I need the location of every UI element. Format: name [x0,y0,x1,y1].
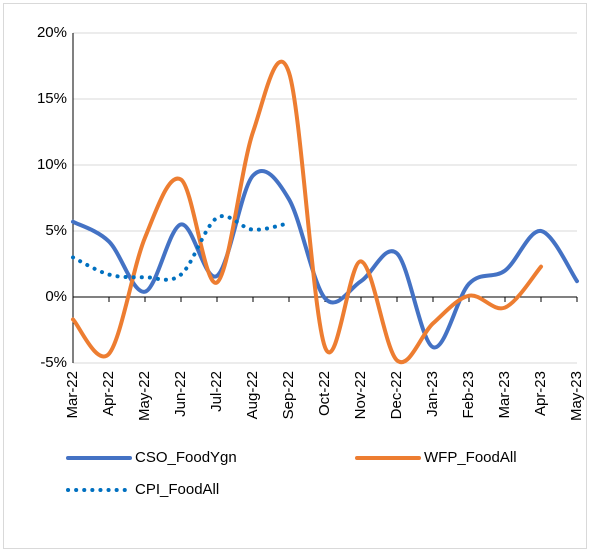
legend-label: WFP_FoodAll [424,449,517,466]
x-tick-label: Apr-23 [532,371,549,416]
x-tick-label: May-23 [568,371,585,421]
x-tick-label: Mar-23 [496,371,513,419]
legend-label: CPI_FoodAll [135,481,219,498]
y-tick-label: -5% [40,354,67,371]
x-tick-label: Jul-22 [208,371,225,412]
y-tick-label: 15% [37,90,67,107]
x-tick-label: Oct-22 [316,371,333,416]
x-tick-label: Feb-23 [460,371,477,419]
x-tick-label: Sep-22 [280,371,297,419]
x-tick-label: Aug-22 [244,371,261,419]
x-tick-label: Dec-22 [388,371,405,419]
y-tick-label: 20% [37,24,67,41]
x-tick-label: Apr-22 [100,371,117,416]
series-line [71,214,291,282]
x-tick-label: Mar-22 [64,371,81,419]
y-tick-label: 10% [37,156,67,173]
y-tick-label: 0% [45,288,67,305]
x-tick-label: Jan-23 [424,371,441,417]
series-line [71,169,579,350]
x-tick-label: May-22 [136,371,153,421]
chart-border [3,3,587,549]
legend-label: CSO_FoodYgn [135,449,237,466]
x-tick-label: Jun-22 [172,371,189,417]
x-tick-label: Nov-22 [352,371,369,419]
series-line [71,59,543,365]
y-tick-label: 5% [45,222,67,239]
